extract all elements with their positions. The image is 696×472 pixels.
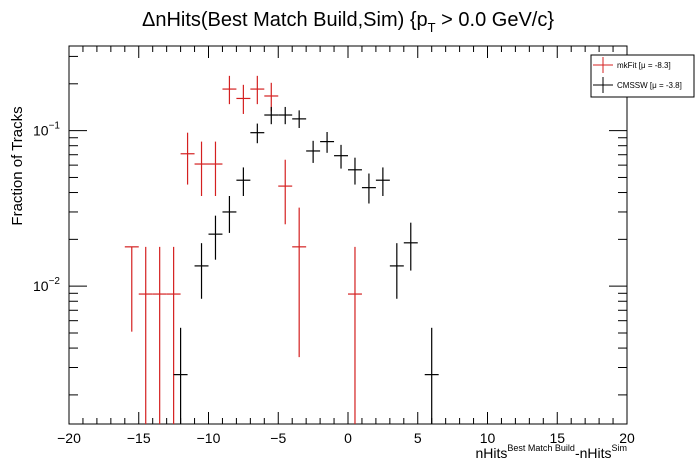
data-point xyxy=(292,207,307,358)
chart-title-sub: T xyxy=(428,20,436,35)
data-point xyxy=(334,144,348,169)
legend: mkFit [μ = -8.3] CMSSW [μ = -3.8] xyxy=(590,54,695,98)
legend-mkfit-marker xyxy=(593,57,613,73)
data-point xyxy=(348,157,362,185)
legend-cmssw-label: CMSSW [μ = -3.8] xyxy=(617,81,682,90)
x-tick-label: −20 xyxy=(57,430,81,446)
data-point xyxy=(208,215,223,260)
x-tick-label: 0 xyxy=(344,430,352,446)
data-point xyxy=(180,132,195,185)
chart-title-main: ΔnHits(Best Match Build,Sim) {p xyxy=(142,9,428,31)
series-mkfit xyxy=(124,75,362,424)
y-tick-label: 10−1 xyxy=(33,121,60,139)
x-tick-label: 15 xyxy=(549,430,565,446)
x-axis-label: nHitsBest Match Build-nHitsSim xyxy=(476,443,628,461)
y-axis: 10−1 10−2 xyxy=(33,55,627,396)
data-point xyxy=(348,246,362,424)
x-tick-label: 20 xyxy=(619,430,635,446)
y-tick-label: 10−2 xyxy=(33,276,60,294)
data-point xyxy=(236,84,251,114)
data-point xyxy=(222,195,237,233)
x-label-sup2: Sim xyxy=(612,443,628,453)
data-layer xyxy=(124,75,439,424)
x-tick-label: 5 xyxy=(414,430,422,446)
x-label-sup1: Best Match Build xyxy=(507,443,575,453)
data-point xyxy=(389,243,404,299)
data-point xyxy=(278,159,293,225)
data-point xyxy=(152,246,167,424)
legend-box xyxy=(590,54,695,98)
data-point xyxy=(320,131,335,153)
data-point xyxy=(194,141,209,196)
data-point xyxy=(208,141,223,196)
chart-title: ΔnHits(Best Match Build,Sim) {pT > 0.0 G… xyxy=(142,9,554,35)
x-tick-label: −10 xyxy=(197,430,221,446)
data-point xyxy=(264,82,279,112)
data-point xyxy=(250,75,265,105)
x-tick-label: −15 xyxy=(127,430,151,446)
x-tick-label: 10 xyxy=(480,430,496,446)
data-point xyxy=(403,222,418,271)
data-point xyxy=(138,246,153,424)
x-label-a: nHits xyxy=(476,445,508,461)
data-point xyxy=(264,106,279,125)
data-point xyxy=(278,106,293,125)
data-point xyxy=(375,167,390,196)
legend-mkfit-label: mkFit [μ = -8.3] xyxy=(617,61,671,70)
legend-cmssw-marker xyxy=(593,77,613,93)
x-label-b: -nHits xyxy=(575,445,612,461)
chart-title-tail: > 0.0 GeV/c} xyxy=(436,9,555,31)
data-point xyxy=(173,327,188,424)
data-point xyxy=(222,75,237,105)
x-axis: −20 −15 −10 −5 0 5 10 15 20 xyxy=(57,46,635,446)
data-point xyxy=(361,173,376,204)
data-point xyxy=(166,246,181,424)
data-point xyxy=(306,140,321,163)
data-point xyxy=(424,327,439,424)
data-point xyxy=(292,110,307,128)
data-point xyxy=(236,167,251,196)
data-point xyxy=(250,123,265,144)
y-axis-label: Fraction of Tracks xyxy=(9,106,26,225)
data-point xyxy=(194,243,209,299)
data-point xyxy=(124,246,139,332)
x-tick-label: −5 xyxy=(270,430,286,446)
series-cmssw xyxy=(173,106,439,424)
